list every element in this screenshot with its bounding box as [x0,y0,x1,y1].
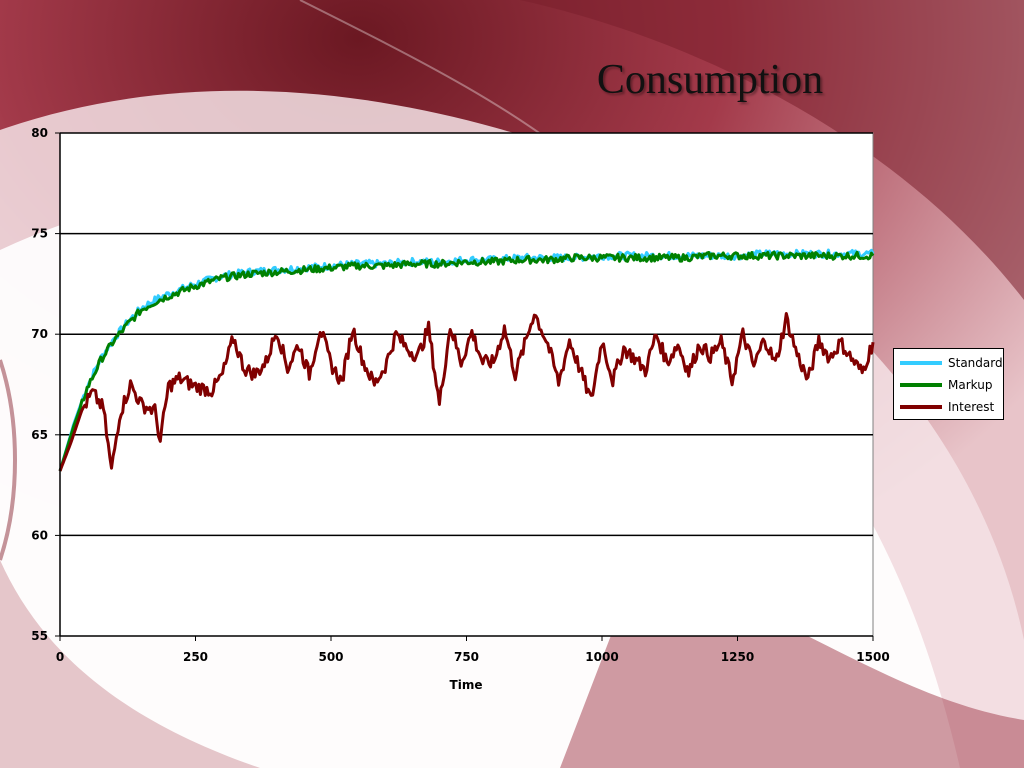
series-layer [58,248,875,472]
x-tick-label: 500 [318,650,343,664]
series-line-markup [58,250,875,472]
x-tick-label: 250 [183,650,208,664]
legend-swatch-markup [900,383,942,387]
grid-lines [60,132,873,537]
y-tick-label: 55 [31,629,48,643]
x-tick-label: 1500 [856,650,889,664]
legend-label-standard: Standard [948,356,1003,370]
y-tick-label: 70 [31,327,48,341]
legend-swatch-interest [900,405,942,409]
y-tick-label: 65 [31,428,48,442]
legend-item-markup: Markup [900,377,1004,393]
x-tick-label: 0 [56,650,64,664]
series-line-interest [58,312,875,472]
chart-legend: Standard Markup Interest [893,348,1004,420]
x-tick-label: 750 [454,650,479,664]
x-axis-title: Time [450,678,483,692]
x-tick-label: 1000 [585,650,618,664]
legend-swatch-standard [900,361,942,365]
axes: 55 60 65 70 75 80 0 250 500 750 1000 1250 1500 [31,126,889,664]
x-tick-label: 1250 [721,650,754,664]
y-tick-label: 80 [31,126,48,140]
legend-item-interest: Interest [900,399,1004,415]
slide-title: Consumption [596,57,824,103]
y-tick-label: 60 [31,528,48,542]
y-tick-label: 75 [31,227,48,241]
legend-label-markup: Markup [948,378,993,392]
plot-area [59,132,874,637]
legend-item-standard: Standard [900,355,1004,371]
legend-label-interest: Interest [948,400,995,414]
